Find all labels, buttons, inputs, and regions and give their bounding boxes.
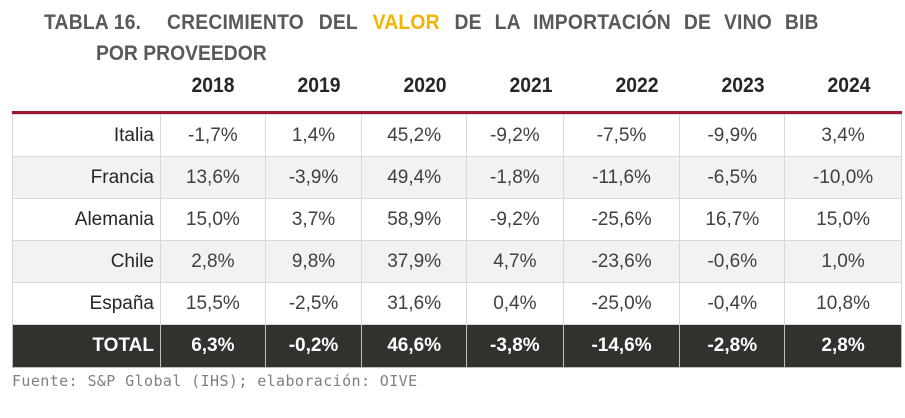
- table-cell: 2,8%: [160, 240, 266, 283]
- table-cell: -9,2%: [466, 114, 564, 157]
- table-cell: 2,8%: [784, 324, 902, 368]
- column-header: 2019: [297, 74, 341, 97]
- title-rest: DE LA IMPORTACIÓN DE VINO BIB: [454, 11, 819, 34]
- title-word: CRECIMIENTO: [167, 11, 304, 34]
- table-cell: -23,6%: [562, 240, 681, 283]
- table-cell: -9,9%: [679, 114, 786, 157]
- table-cell: 45,2%: [361, 114, 468, 157]
- table-cell: -2,5%: [264, 282, 363, 325]
- table-cell: -3,9%: [264, 156, 363, 199]
- table-cell: 1,4%: [264, 114, 363, 157]
- table-cell: 16,7%: [679, 198, 786, 241]
- table-cell: -14,6%: [562, 324, 681, 368]
- table-cell: 15,5%: [160, 282, 266, 325]
- table-cell: 15,0%: [160, 198, 266, 241]
- table-cell: 9,8%: [264, 240, 363, 283]
- title-prefix: TABLA 16.: [44, 11, 142, 34]
- table-cell: -7,5%: [562, 114, 681, 157]
- row-label: España: [12, 282, 161, 325]
- source-note: Fuente: S&P Global (IHS); elaboración: O…: [12, 372, 418, 390]
- table-cell: -11,6%: [562, 156, 681, 199]
- table-cell: 3,7%: [264, 198, 363, 241]
- title-highlight: VALOR: [372, 11, 440, 34]
- column-header: 2022: [615, 74, 659, 97]
- table-row: Francia 13,6% -3,9% 49,4% -1,8% -11,6% -6,5% -1…: [12, 156, 902, 199]
- table-cell: -9,2%: [466, 198, 564, 241]
- row-label: Chile: [12, 240, 161, 283]
- table-cell: -6,5%: [679, 156, 786, 199]
- table-cell: 10,8%: [784, 282, 902, 325]
- table-cell: 46,6%: [361, 324, 468, 368]
- title-word: DEL: [318, 11, 358, 34]
- table-cell: 13,6%: [160, 156, 266, 199]
- row-label: Francia: [12, 156, 161, 199]
- growth-table: Italia -1,7% 1,4% 45,2% -9,2% -7,5% -9,9% 3,4% F…: [12, 114, 902, 368]
- table-cell: 15,0%: [784, 198, 902, 241]
- table-cell: -2,8%: [679, 324, 786, 368]
- table-cell: -10,0%: [784, 156, 902, 199]
- table-cell: -0,6%: [679, 240, 786, 283]
- table-cell: 0,4%: [466, 282, 564, 325]
- year-header: 2018 2019 2020 2021 2022 2023 2024: [0, 74, 905, 104]
- table-cell: -0,4%: [679, 282, 786, 325]
- table-row: España 15,5% -2,5% 31,6% 0,4% -25,0% -0,4% 10,8…: [12, 282, 902, 325]
- table-cell: -25,0%: [562, 282, 681, 325]
- table-cell: 1,0%: [784, 240, 902, 283]
- table-cell: 3,4%: [784, 114, 902, 157]
- table-cell: 4,7%: [466, 240, 564, 283]
- column-header: 2018: [191, 74, 235, 97]
- table-cell: 49,4%: [361, 156, 468, 199]
- header-divider: [12, 111, 902, 114]
- table-cell: 6,3%: [160, 324, 266, 368]
- table-row: Chile 2,8% 9,8% 37,9% 4,7% -23,6% -0,6% 1,0%: [12, 240, 902, 283]
- table-cell: -1,7%: [160, 114, 266, 157]
- table-cell: 37,9%: [361, 240, 468, 283]
- table-cell: 58,9%: [361, 198, 468, 241]
- row-label: Italia: [12, 114, 161, 157]
- table-row: Italia -1,7% 1,4% 45,2% -9,2% -7,5% -9,9% 3,4%: [12, 114, 902, 157]
- column-header: 2024: [827, 74, 871, 97]
- table-row: Alemania 15,0% 3,7% 58,9% -9,2% -25,6% 16,7% 15…: [12, 198, 902, 241]
- row-label: Alemania: [12, 198, 161, 241]
- column-header: 2023: [721, 74, 765, 97]
- column-header: 2020: [403, 74, 447, 97]
- table-cell: -0,2%: [264, 324, 363, 368]
- total-row: TOTAL 6,3% -0,2% 46,6% -3,8% -14,6% -2,8% 2,8%: [12, 324, 902, 368]
- row-label: TOTAL: [12, 324, 161, 368]
- table-cell: -1,8%: [466, 156, 564, 199]
- table-cell: -25,6%: [562, 198, 681, 241]
- table-cell: 31,6%: [361, 282, 468, 325]
- table-cell: -3,8%: [466, 324, 564, 368]
- table-subtitle: POR PROVEEDOR: [96, 42, 267, 65]
- column-header: 2021: [509, 74, 553, 97]
- table-title: TABLA 16. CRECIMIENTO DEL VALOR DE LA IM…: [44, 8, 835, 37]
